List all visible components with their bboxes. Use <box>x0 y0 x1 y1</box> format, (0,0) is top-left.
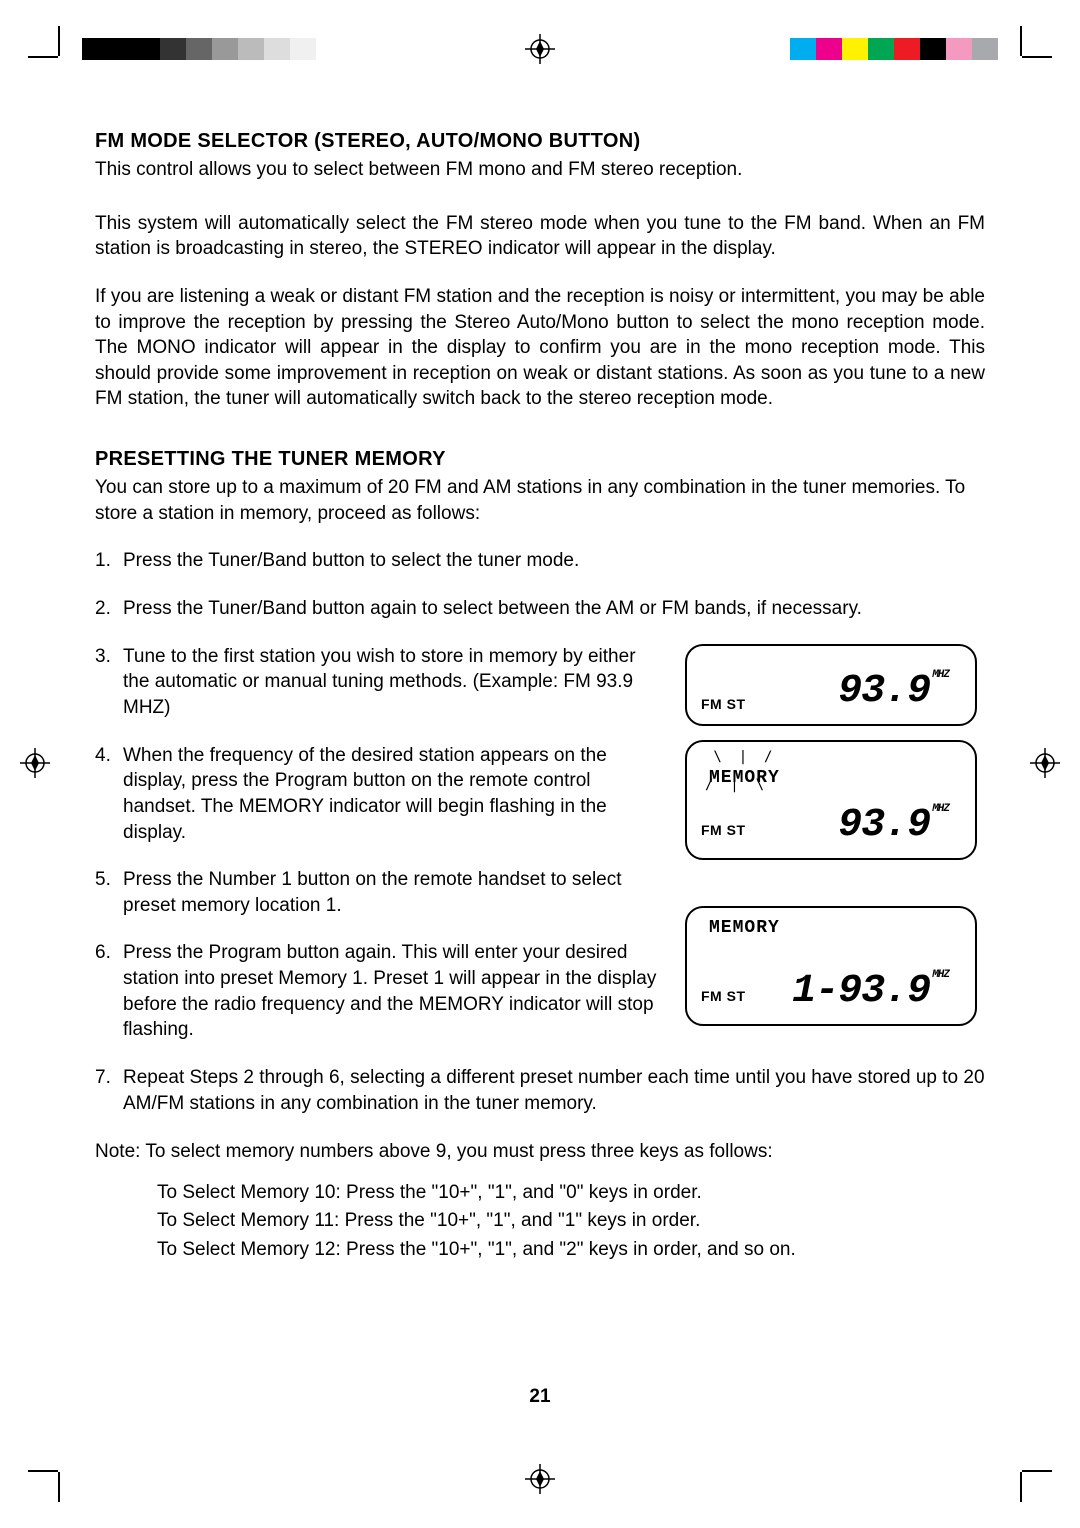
body-text: This control allows you to select betwee… <box>95 157 985 183</box>
section-heading: FM MODE SELECTOR (STEREO, AUTO/MONO BUTT… <box>95 130 985 153</box>
note-line: To Select Memory 11: Press the "10+", "1… <box>157 1207 985 1236</box>
crop-mark <box>1020 26 1022 56</box>
step-text: Repeat Steps 2 through 6, selecting a di… <box>123 1065 985 1116</box>
crop-mark <box>1020 1472 1022 1502</box>
lcd-display: FM ST 93.9MHZ <box>685 644 977 726</box>
lcd-frequency: 1-93.9MHZ <box>792 969 949 1014</box>
crop-mark <box>28 56 58 58</box>
list-item: 5.Press the Number 1 button on the remot… <box>95 867 667 918</box>
lcd-display: MEMORY FM ST 1-93.9MHZ <box>685 906 977 1026</box>
page-number: 21 <box>95 1386 985 1408</box>
note-line: To Select Memory 10: Press the "10+", "1… <box>157 1179 985 1208</box>
crop-mark <box>58 26 60 56</box>
list-item: 7.Repeat Steps 2 through 6, selecting a … <box>95 1065 985 1116</box>
grayscale-calibration-bar <box>82 38 316 60</box>
note-line: To Select Memory 12: Press the "10+", "1… <box>157 1236 985 1265</box>
step-text: Tune to the first station you wish to st… <box>123 644 667 721</box>
crop-mark <box>1022 1470 1052 1472</box>
list-item: 6.Press the Program button again. This w… <box>95 940 667 1043</box>
registration-mark-icon <box>525 1464 555 1494</box>
step-text: Press the Program button again. This wil… <box>123 940 667 1043</box>
step-text: Press the Tuner/Band button to select th… <box>123 548 985 574</box>
registration-mark-icon <box>20 748 50 778</box>
list-item: 4.When the frequency of the desired stat… <box>95 743 667 846</box>
list-item: 2.Press the Tuner/Band button again to s… <box>95 596 985 622</box>
page-content: FM MODE SELECTOR (STEREO, AUTO/MONO BUTT… <box>95 130 985 1408</box>
body-text: If you are listening a weak or distant F… <box>95 284 985 412</box>
lcd-frequency: 93.9MHZ <box>838 669 949 714</box>
crop-mark <box>1022 56 1052 58</box>
lcd-memory-indicator: MEMORY <box>709 768 780 788</box>
lcd-memory-indicator: MEMORY <box>709 918 780 938</box>
note-text: Note: To select memory numbers above 9, … <box>95 1138 985 1167</box>
step-text: Press the Number 1 button on the remote … <box>123 867 667 918</box>
lcd-frequency: 93.9MHZ <box>838 803 949 848</box>
body-text: You can store up to a maximum of 20 FM a… <box>95 475 985 526</box>
list-item: 1.Press the Tuner/Band button to select … <box>95 548 985 574</box>
body-text: This system will automatically select th… <box>95 211 985 262</box>
color-calibration-bar <box>790 38 998 60</box>
step-text: When the frequency of the desired statio… <box>123 743 667 846</box>
crop-mark <box>58 1472 60 1502</box>
step-text: Press the Tuner/Band button again to sel… <box>123 596 985 622</box>
list-item: 3.Tune to the first station you wish to … <box>95 644 667 721</box>
registration-mark-icon <box>525 34 555 64</box>
section-heading: PRESETTING THE TUNER MEMORY <box>95 448 985 471</box>
note-lines: To Select Memory 10: Press the "10+", "1… <box>157 1179 985 1265</box>
registration-mark-icon <box>1030 748 1060 778</box>
lcd-display: \ | // | \ MEMORY FM ST 93.9MHZ <box>685 740 977 860</box>
crop-mark <box>28 1470 58 1472</box>
